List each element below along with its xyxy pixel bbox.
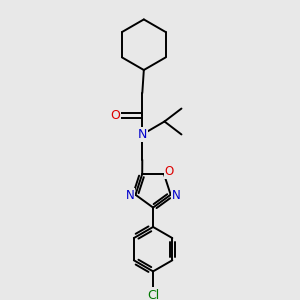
Text: N: N (138, 128, 147, 141)
Text: O: O (110, 109, 120, 122)
Text: N: N (126, 189, 134, 202)
Text: Cl: Cl (147, 289, 159, 300)
Text: O: O (165, 165, 174, 178)
Text: N: N (172, 189, 181, 202)
